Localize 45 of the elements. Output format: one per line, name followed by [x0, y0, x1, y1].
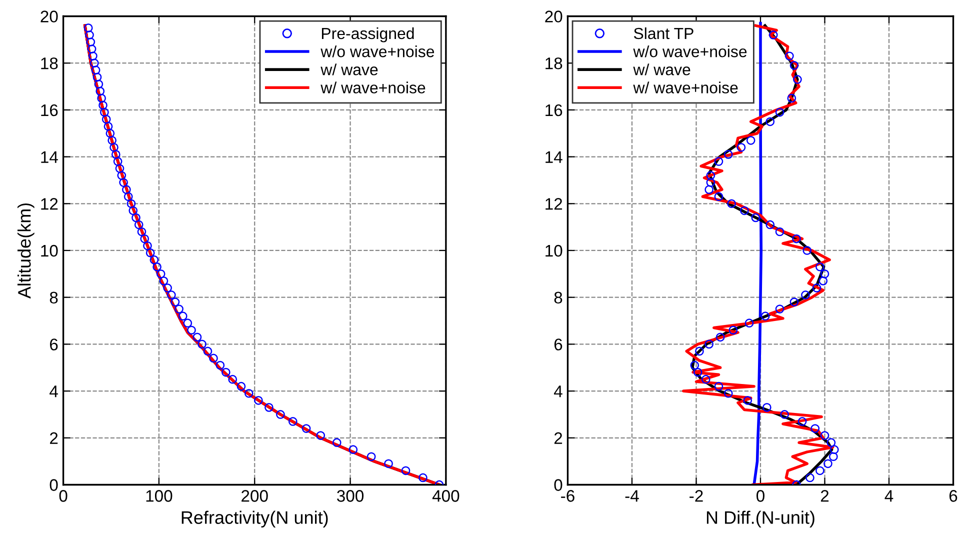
x-axis-title: Refractivity(N unit)	[182, 510, 328, 528]
x-tick-label: 0	[756, 490, 764, 502]
x-tick-label: 300	[337, 490, 364, 502]
legend-label: Slant TP	[634, 27, 694, 40]
y-tick-label: 18	[41, 57, 58, 70]
legend-label: w/ wave	[320, 64, 378, 76]
y-tick-label: 12	[546, 198, 562, 210]
y-tick-label: 8	[50, 292, 58, 304]
x-tick-label: -6	[561, 490, 574, 502]
y-tick-label: 2	[554, 432, 562, 444]
legend-label: w/ wave	[633, 64, 690, 76]
x-axis-title: N Diff.(N-unit)	[706, 510, 814, 528]
y-tick-label: 14	[546, 151, 562, 163]
legend-label: Pre-assigned	[322, 27, 414, 42]
x-tick-label: -4	[625, 490, 639, 502]
y-tick-label: 10	[41, 244, 58, 257]
legend-label: w/ wave+noise	[320, 82, 426, 94]
x-tick-label: 0	[59, 490, 68, 502]
legend-label: w/o wave+noise	[320, 45, 434, 58]
x-tick-label: 100	[146, 490, 172, 502]
y-tick-label: 20	[545, 10, 562, 22]
y-tick-label: 10	[546, 244, 562, 257]
y-tick-label: 2	[50, 432, 58, 444]
y-tick-label: 4	[50, 386, 58, 398]
y-tick-label: 16	[546, 104, 562, 116]
x-tick-label: 200	[242, 490, 268, 502]
y-tick-label: 0	[554, 479, 562, 491]
y-tick-label: 6	[50, 338, 58, 350]
y-tick-label: 14	[41, 151, 58, 163]
x-tick-label: 6	[949, 490, 958, 502]
legend-label: w/o wave+noise	[633, 45, 747, 58]
y-tick-label: 8	[554, 292, 562, 304]
x-tick-label: 4	[884, 490, 894, 502]
x-tick-label: 400	[432, 490, 460, 502]
y-tick-label: 0	[50, 479, 58, 491]
x-tick-label: 2	[820, 490, 829, 502]
y-tick-label: 12	[41, 198, 58, 210]
y-tick-label: 4	[554, 386, 562, 398]
legend-label: w/ wave+noise	[633, 82, 738, 94]
y-tick-label: 6	[554, 338, 562, 350]
y-tick-label: 20	[40, 10, 58, 22]
y-tick-label: 16	[41, 104, 58, 116]
x-tick-label: -2	[690, 490, 703, 502]
y-tick-label: 18	[546, 57, 562, 70]
y-axis-title: Altitude(km)	[18, 203, 34, 299]
